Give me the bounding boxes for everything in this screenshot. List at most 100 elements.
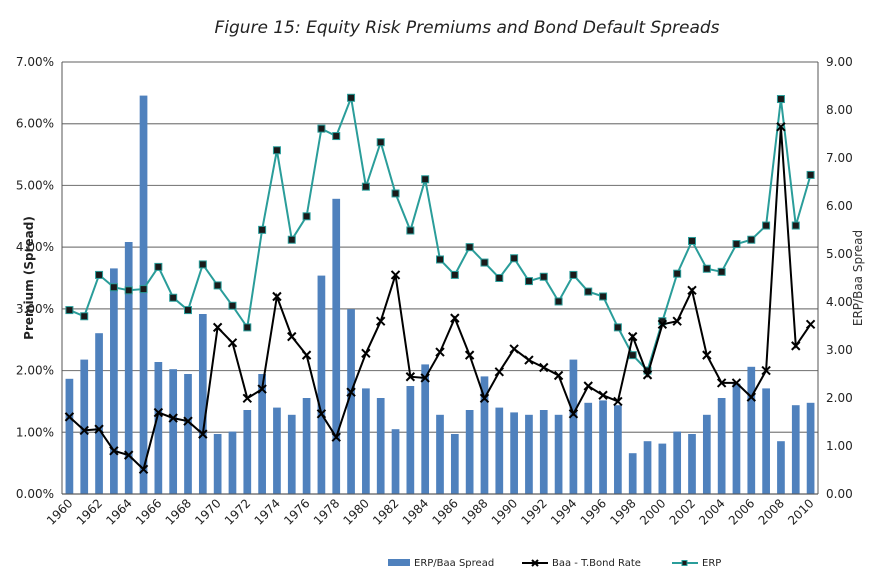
point-baa-tbond-rate bbox=[672, 316, 682, 326]
x-tick-label: 1986 bbox=[429, 496, 460, 527]
point-baa-tbond-rate bbox=[568, 409, 579, 419]
point-erp bbox=[95, 270, 104, 279]
point-erp bbox=[776, 95, 785, 104]
point-erp bbox=[762, 221, 771, 230]
bar-erp-baa-spread bbox=[273, 407, 281, 494]
point-baa-tbond-rate bbox=[346, 387, 356, 397]
marker-stroke bbox=[257, 384, 267, 394]
legend-swatch-bar bbox=[388, 559, 410, 566]
bar-erp-baa-spread bbox=[80, 359, 89, 494]
point-erp bbox=[613, 323, 622, 332]
point-erp bbox=[109, 283, 118, 292]
point-baa-tbond-rate bbox=[598, 390, 608, 400]
bar-erp-baa-spread bbox=[243, 410, 252, 494]
marker-stroke bbox=[805, 319, 816, 329]
marker-stroke bbox=[301, 350, 312, 360]
y-tick-label-left: 6.00% bbox=[16, 117, 54, 131]
point-erp bbox=[332, 132, 341, 141]
marker-stroke bbox=[153, 407, 164, 418]
point-erp bbox=[198, 260, 207, 269]
point-erp bbox=[702, 264, 711, 273]
marker-stroke bbox=[598, 390, 608, 400]
y-axis-label-left: Premium (Spread) bbox=[22, 216, 36, 340]
marker-stroke bbox=[731, 378, 742, 388]
point-baa-tbond-rate bbox=[716, 378, 727, 388]
x-tick-label: 1996 bbox=[578, 496, 609, 527]
bar-erp-baa-spread bbox=[95, 333, 103, 494]
point-baa-tbond-rate bbox=[287, 331, 297, 342]
marker-stroke bbox=[776, 122, 786, 132]
bar-erp-baa-spread bbox=[406, 386, 415, 494]
bar-erp-baa-spread bbox=[110, 268, 118, 494]
bar-erp-baa-spread bbox=[673, 431, 682, 494]
y-tick-label-right: 3.00 bbox=[826, 343, 853, 357]
marker-stroke bbox=[494, 367, 505, 377]
point-baa-tbond-rate bbox=[776, 122, 786, 132]
point-erp bbox=[628, 351, 637, 360]
x-tick-label: 1992 bbox=[518, 496, 549, 527]
point-erp bbox=[124, 286, 133, 295]
x-tick-label: 1968 bbox=[163, 496, 194, 527]
legend-label: Baa - T.Bond Rate bbox=[552, 558, 641, 569]
point-erp bbox=[80, 312, 89, 321]
y-tick-label-left: 5.00% bbox=[16, 178, 54, 192]
point-erp bbox=[421, 175, 430, 184]
point-baa-tbond-rate bbox=[583, 381, 593, 391]
point-baa-tbond-rate bbox=[420, 373, 430, 383]
x-tick-label: 2010 bbox=[785, 496, 816, 527]
marker-stroke bbox=[390, 270, 401, 280]
bar-erp-baa-spread bbox=[554, 414, 563, 494]
y-tick-label-right: 9.00 bbox=[826, 55, 853, 69]
bar-erp-baa-spread bbox=[747, 366, 756, 494]
point-erp bbox=[65, 306, 74, 315]
x-tick-label: 1988 bbox=[459, 496, 490, 527]
bar-erp-baa-spread bbox=[198, 314, 207, 494]
bar-erp-baa-spread bbox=[302, 398, 311, 494]
point-baa-tbond-rate bbox=[657, 319, 668, 329]
point-erp bbox=[599, 292, 608, 301]
marker-stroke bbox=[435, 347, 445, 357]
bar-erp-baa-spread bbox=[287, 414, 296, 494]
bar-erp-baa-spread bbox=[184, 374, 192, 494]
x-tick-label: 1962 bbox=[74, 496, 105, 527]
bar-erp-baa-spread bbox=[480, 376, 489, 494]
bar-erp-baa-spread bbox=[154, 362, 163, 494]
marker-stroke bbox=[198, 429, 208, 439]
marker-stroke bbox=[746, 392, 757, 402]
point-erp bbox=[495, 274, 504, 282]
point-baa-tbond-rate bbox=[450, 313, 460, 323]
point-baa-tbond-rate bbox=[524, 355, 534, 365]
marker-stroke bbox=[761, 365, 771, 376]
point-erp bbox=[243, 323, 252, 332]
bar-erp-baa-spread bbox=[169, 369, 178, 494]
x-tick-label: 1972 bbox=[222, 496, 253, 527]
marker-stroke bbox=[672, 316, 682, 326]
point-baa-tbond-rate bbox=[183, 416, 193, 426]
bar-erp-baa-spread bbox=[124, 242, 133, 494]
bar-erp-baa-spread bbox=[702, 414, 711, 494]
bar-erp-baa-spread bbox=[465, 410, 474, 494]
marker-stroke bbox=[524, 355, 534, 365]
bar-erp-baa-spread bbox=[717, 398, 726, 494]
point-baa-tbond-rate bbox=[464, 350, 475, 360]
point-erp bbox=[376, 138, 385, 147]
point-erp bbox=[436, 255, 444, 264]
marker-stroke bbox=[583, 381, 593, 391]
y-tick-label-left: 3.00% bbox=[16, 302, 54, 316]
point-erp bbox=[272, 146, 281, 155]
x-tick-label: 1984 bbox=[400, 496, 431, 527]
y-tick-label-right: 1.00 bbox=[826, 439, 853, 453]
point-baa-tbond-rate bbox=[405, 372, 416, 382]
marker-stroke bbox=[123, 450, 134, 460]
point-erp bbox=[169, 293, 178, 302]
point-erp bbox=[317, 124, 326, 133]
point-baa-tbond-rate bbox=[761, 365, 771, 376]
point-erp bbox=[258, 225, 267, 234]
marker-stroke bbox=[405, 372, 416, 382]
marker-stroke bbox=[553, 370, 564, 381]
x-tick-label: 1982 bbox=[370, 496, 401, 527]
bar-erp-baa-spread bbox=[436, 414, 444, 494]
bar-erp-baa-spread bbox=[643, 441, 652, 494]
point-baa-tbond-rate bbox=[746, 392, 757, 402]
bar-erp-baa-spread bbox=[332, 198, 341, 495]
